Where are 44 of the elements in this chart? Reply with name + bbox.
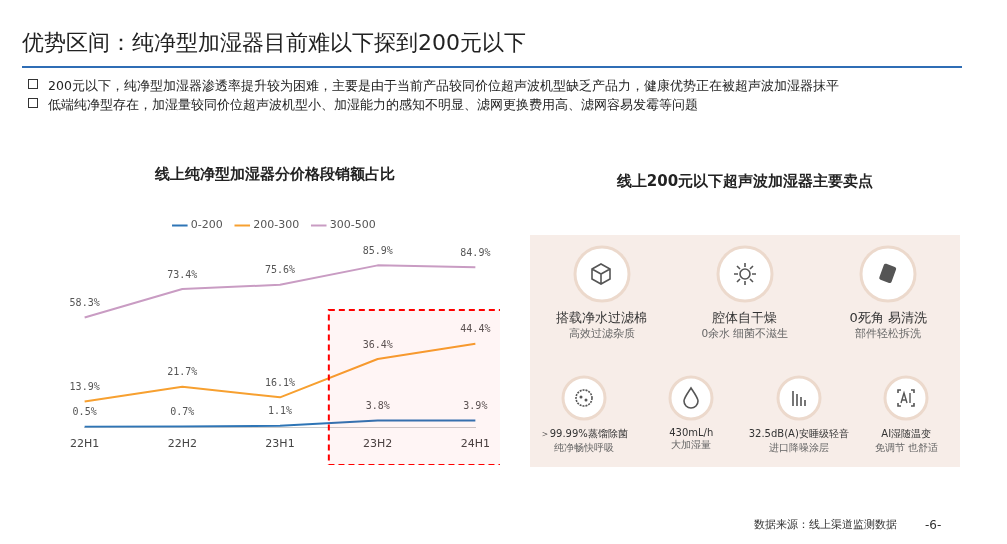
text: 进口降噪涂层 <box>767 441 830 455</box>
text: 高效过滤杂质 <box>567 327 636 341</box>
legend-label: 200-300 <box>253 218 300 232</box>
data-label: 84.9% <box>460 246 491 258</box>
data-label: 75.6% <box>264 264 296 276</box>
x-tick-label: 22H1 <box>69 437 100 451</box>
text: 200元以下，纯净型加湿器渗透率提升较为困难，主要是由于当前产品较同价位超声波机型缺乏产品力，健康优势正在被超声波加湿器抹平 <box>48 78 839 93</box>
data-label: 21.7% <box>167 366 198 378</box>
x-tick-label: 23H1 <box>265 437 295 451</box>
data-label: 36.4% <box>362 338 393 350</box>
legend-label: 300-500 <box>329 218 376 232</box>
data-label: 3.8% <box>365 400 390 412</box>
text: 腔体自干燥 <box>711 309 779 327</box>
text: 部件轻松拆洗 <box>854 327 923 341</box>
text: 搭载净水过滤棉 <box>555 309 649 327</box>
text: -6- <box>925 518 942 532</box>
data-label: 44.4% <box>460 323 491 335</box>
source-note: 数据来源：线上渠道监测数据 <box>754 518 897 532</box>
x-tick-label: 22H2 <box>167 437 197 451</box>
text: 0死角 易清洗 <box>848 309 928 327</box>
text: ＞99.99%蒸馏除菌 <box>538 427 629 441</box>
text: 0余水 细菌不滋生 <box>700 327 790 341</box>
text: 大加湿量 <box>670 438 713 452</box>
text: 纯净畅快呼吸 <box>552 441 615 455</box>
text: 32.5dB(A)安睡级轻音 <box>747 427 850 441</box>
data-label: 58.3% <box>69 297 100 309</box>
data-label: 0.7% <box>170 406 195 418</box>
legend-label: 0-200 <box>190 218 223 232</box>
text: 免调节 也舒适 <box>873 441 939 455</box>
chart-title: 线上纯净型加湿器分价格段销额占比 <box>154 164 395 183</box>
data-label: 13.9% <box>69 381 100 393</box>
data-label: 0.5% <box>72 406 97 418</box>
x-tick-label: 23H2 <box>363 437 393 451</box>
text: 低端纯净型存在，加湿量较同价位超声波机型小、加湿能力的感知不明显、滤网更换费用高、滤网容易发霉等问题 <box>48 97 698 112</box>
data-label: 16.1% <box>264 376 296 388</box>
data-label: 73.4% <box>167 268 198 280</box>
text: AI湿随温变 <box>880 427 933 441</box>
text: 线上200元以下超声波加湿器主要卖点 <box>615 172 875 191</box>
data-label: 1.1% <box>267 405 293 417</box>
text: 优势区间：纯净型加湿器目前难以下探到200元以下 <box>22 29 526 57</box>
data-label: 3.9% <box>463 400 488 412</box>
x-tick-label: 24H1 <box>460 437 491 451</box>
data-label: 85.9% <box>362 244 393 256</box>
text: 430mL/h <box>668 427 715 438</box>
